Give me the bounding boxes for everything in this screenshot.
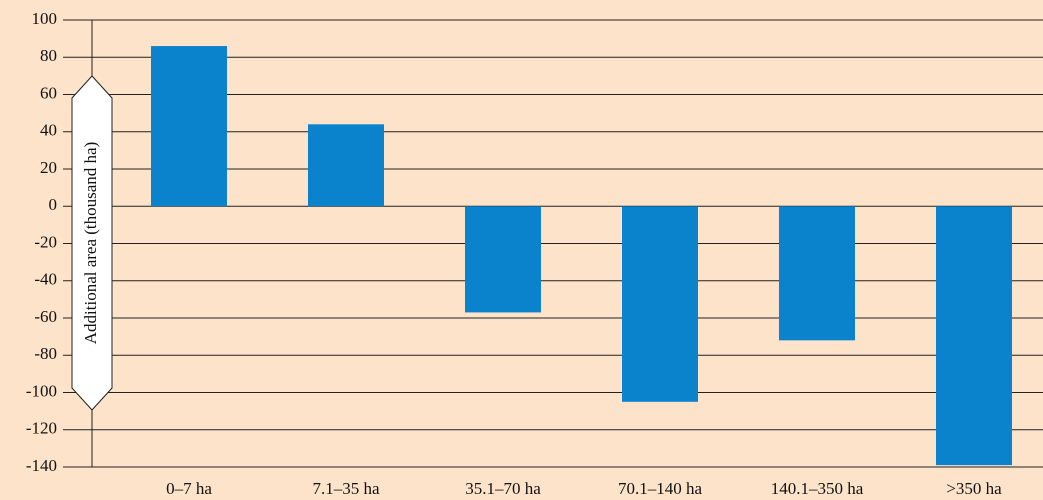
y-tick-label: -20: [34, 232, 57, 251]
y-tick-label: -40: [34, 270, 57, 289]
x-tick-label: 140.1–350 ha: [771, 479, 864, 498]
y-label-box: [71, 75, 113, 411]
y-tick-label: -120: [26, 419, 57, 438]
y-tick-label: -80: [34, 344, 57, 363]
y-axis-label: Additional area (thousand ha): [81, 142, 100, 345]
bar: [622, 206, 698, 402]
x-tick-label: 35.1–70 ha: [465, 479, 541, 498]
y-tick-label: 40: [40, 121, 57, 140]
bar: [779, 206, 855, 341]
x-tick-label: 70.1–140 ha: [618, 479, 703, 498]
bar: [465, 206, 541, 313]
y-tick-label: 100: [32, 9, 58, 28]
y-tick-label: 80: [40, 46, 57, 65]
x-tick-label: 0–7 ha: [166, 479, 212, 498]
bar: [151, 46, 227, 207]
x-tick-label: 7.1–35 ha: [312, 479, 380, 498]
y-tick-label: -140: [26, 456, 57, 475]
y-tick-label: -60: [34, 307, 57, 326]
bar: [936, 206, 1012, 466]
y-tick-label: 60: [40, 83, 57, 102]
x-tick-label: >350 ha: [946, 479, 1002, 498]
y-tick-label: -100: [26, 381, 57, 400]
y-tick-label: 20: [40, 158, 57, 177]
y-tick-label: 0: [49, 195, 58, 214]
bar: [308, 124, 384, 207]
